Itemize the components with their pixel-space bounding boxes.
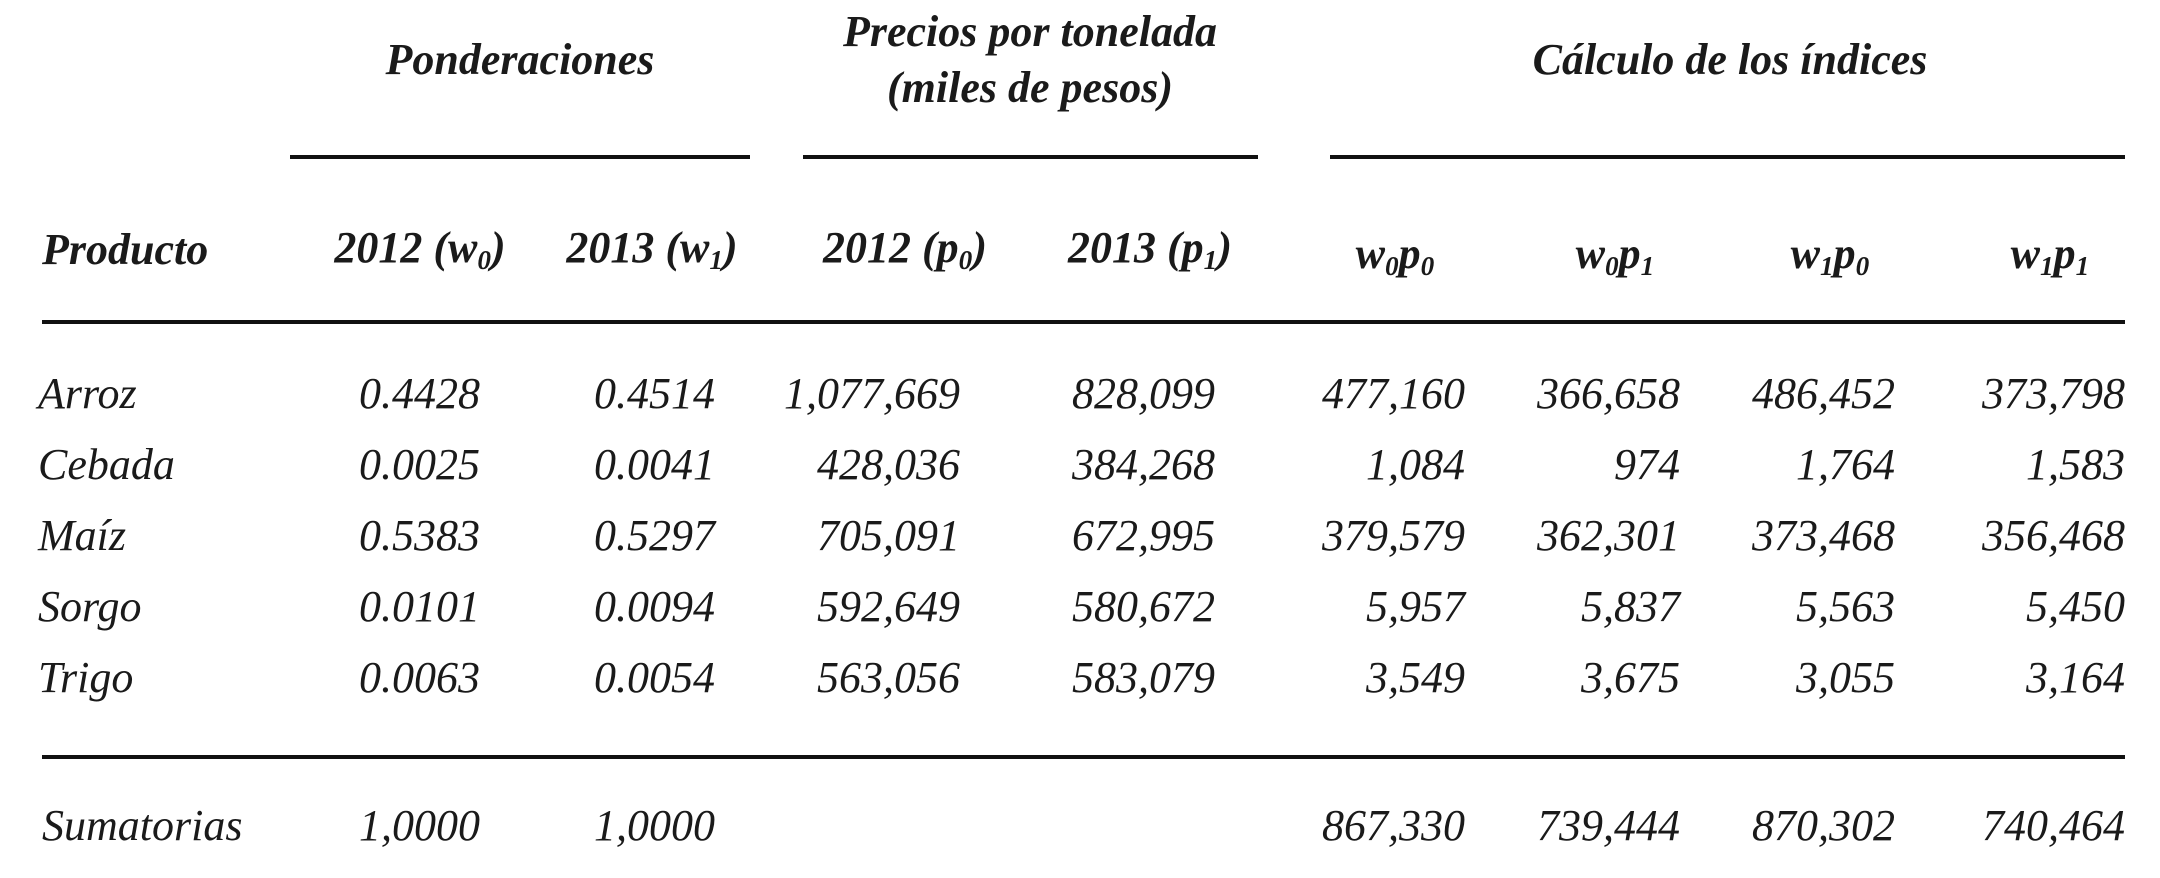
group-header-precios-line2: (miles de pesos): [887, 63, 1173, 112]
group-header-calculo: Cálculo de los índices: [1532, 35, 1928, 84]
total-w1: 1,0000: [594, 801, 715, 850]
column-header-w0p0: w0p0: [1355, 229, 1435, 281]
cell-w1: 0.0041: [594, 440, 715, 489]
column-header-p0: 2012 (p0): [823, 223, 987, 275]
totals-label: Sumatorias: [42, 801, 243, 850]
cell-producto: Arroz: [38, 369, 137, 418]
cell-producto: Maíz: [38, 511, 126, 560]
total-w1p1: 740,464: [1982, 801, 2125, 850]
cell-w1: 0.4514: [594, 369, 715, 418]
cell-w0p0: 477,160: [1322, 369, 1465, 418]
cell-w0: 0.0025: [359, 440, 480, 489]
cell-p1: 583,079: [1072, 653, 1215, 702]
cell-w1p1: 373,798: [1982, 369, 2125, 418]
cell-producto: Cebada: [38, 440, 175, 489]
cell-w0p0: 5,957: [1366, 582, 1465, 631]
cell-w1p0: 1,764: [1796, 440, 1895, 489]
column-header-w0: 2012 (w0): [334, 223, 506, 275]
cell-p0: 592,649: [817, 582, 960, 631]
cell-w0p1: 5,837: [1581, 582, 1680, 631]
rule-ponderaciones: [290, 155, 750, 159]
cell-p0: 1,077,669: [784, 369, 960, 418]
column-header-w1p0: w1p0: [1790, 229, 1870, 281]
cell-w0p1: 366,658: [1537, 369, 1680, 418]
group-header-precios-line1: Precios por tonelada: [843, 7, 1217, 56]
cell-p0: 563,056: [817, 653, 960, 702]
cell-w1: 0.0054: [594, 653, 715, 702]
cell-w1p1: 5,450: [2026, 582, 2125, 631]
cell-producto: Sorgo: [38, 582, 142, 631]
cell-w1p1: 356,468: [1982, 511, 2125, 560]
cell-w0p0: 3,549: [1366, 653, 1465, 702]
rule-totals-top: [42, 755, 2125, 759]
column-header-w1: 2013 (w1): [566, 223, 738, 275]
column-header-producto: Producto: [42, 225, 209, 274]
cell-p0: 705,091: [817, 511, 960, 560]
cell-p1: 384,268: [1072, 440, 1215, 489]
cell-w0: 0.5383: [359, 511, 480, 560]
cell-w1p0: 486,452: [1752, 369, 1895, 418]
cell-w0p1: 3,675: [1581, 653, 1680, 702]
cell-w1p0: 5,563: [1796, 582, 1895, 631]
cell-producto: Trigo: [38, 653, 134, 702]
cell-w1p0: 373,468: [1752, 511, 1895, 560]
total-w0p0: 867,330: [1322, 801, 1465, 850]
total-w0p1: 739,444: [1537, 801, 1680, 850]
rule-calculo: [1330, 155, 2125, 159]
cell-p0: 428,036: [817, 440, 960, 489]
cell-w1p1: 1,583: [2026, 440, 2125, 489]
rule-precios: [803, 155, 1258, 159]
cell-w0: 0.0101: [359, 582, 480, 631]
cell-p1: 580,672: [1072, 582, 1215, 631]
column-header-w0p1: w0p1: [1575, 229, 1655, 281]
cell-w0p1: 362,301: [1537, 511, 1680, 560]
cell-w0: 0.4428: [359, 369, 480, 418]
cell-w0: 0.0063: [359, 653, 480, 702]
cell-w0p1: 974: [1614, 440, 1680, 489]
cell-w1: 0.5297: [594, 511, 715, 560]
cell-w1: 0.0094: [594, 582, 715, 631]
cell-w0p0: 1,084: [1366, 440, 1465, 489]
total-w0: 1,0000: [359, 801, 480, 850]
cell-p1: 672,995: [1072, 511, 1215, 560]
cell-p1: 828,099: [1072, 369, 1215, 418]
cell-w0p0: 379,579: [1322, 511, 1465, 560]
total-w1p0: 870,302: [1752, 801, 1895, 850]
group-header-ponderaciones: Ponderaciones: [385, 35, 655, 84]
column-header-p1: 2013 (p1): [1068, 223, 1232, 275]
column-header-w1p1: w1p1: [2010, 229, 2090, 281]
rule-header-bottom: [42, 320, 2125, 324]
cell-w1p1: 3,164: [2026, 653, 2125, 702]
cell-w1p0: 3,055: [1796, 653, 1895, 702]
